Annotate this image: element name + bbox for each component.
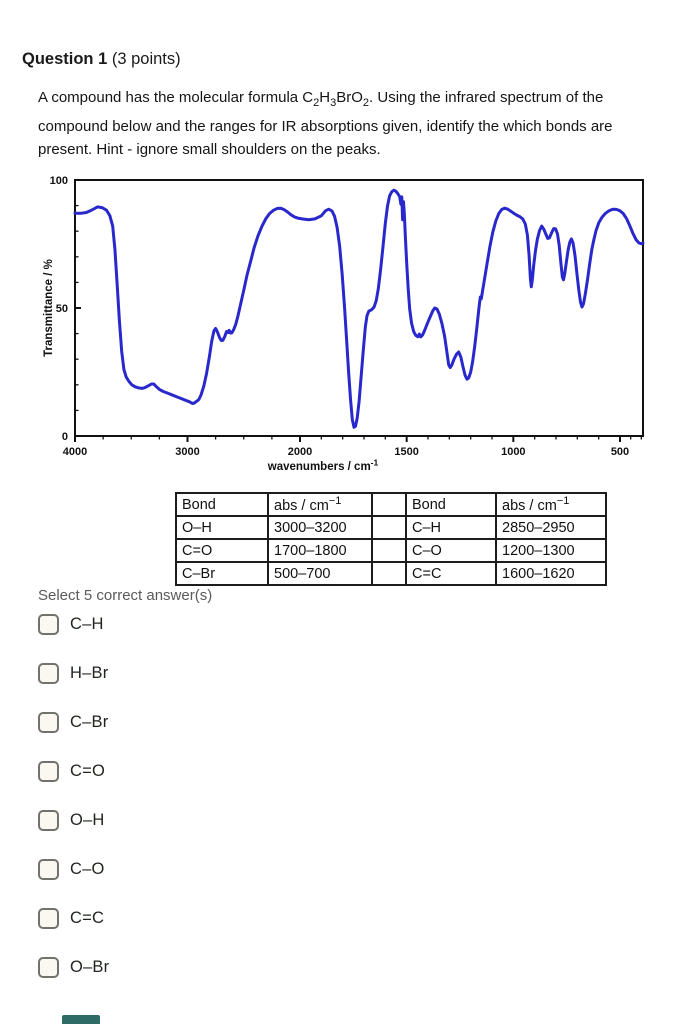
partial-bottom-element[interactable] bbox=[62, 1015, 100, 1024]
option-label: C–H bbox=[70, 614, 104, 633]
answer-option-row[interactable]: C=C bbox=[38, 907, 109, 929]
svg-text:1500: 1500 bbox=[394, 446, 418, 458]
table-cell: C–O bbox=[405, 538, 497, 563]
table-header-cell: abs / cm−1 bbox=[267, 492, 373, 517]
table-cell: C=C bbox=[405, 561, 497, 586]
table-header-cell bbox=[371, 492, 407, 517]
option-checkbox[interactable] bbox=[38, 907, 59, 929]
svg-text:Transmittance / %: Transmittance / % bbox=[43, 259, 55, 357]
table-cell bbox=[371, 538, 407, 563]
svg-text:50: 50 bbox=[56, 303, 68, 315]
option-checkbox[interactable] bbox=[38, 613, 59, 635]
answer-option-row[interactable]: C–O bbox=[38, 858, 109, 880]
table-cell: 3000–3200 bbox=[267, 515, 373, 540]
table-cell: 1700–1800 bbox=[267, 538, 373, 563]
answer-option-row[interactable]: H–Br bbox=[38, 662, 109, 684]
option-label: C–O bbox=[70, 859, 105, 878]
option-checkbox[interactable] bbox=[38, 662, 59, 684]
answer-option-row[interactable]: C=O bbox=[38, 760, 109, 782]
svg-text:wavenumbers / cm-1: wavenumbers / cm-1 bbox=[267, 458, 379, 473]
table-cell: 500–700 bbox=[267, 561, 373, 586]
ir-spectrum-chart: 4000 3000 2000 1500 1000 500 0 50 100 Transmittan… bbox=[43, 175, 645, 473]
answer-option-row[interactable]: C–Br bbox=[38, 711, 109, 733]
question-number: Question 1 bbox=[22, 50, 108, 68]
table-header-cell: Bond bbox=[405, 492, 497, 517]
table-cell: C–H bbox=[405, 515, 497, 540]
absorption-table: Bond abs / cm−1 Bond abs / cm−1 O–H 3000–3200… bbox=[175, 492, 607, 586]
option-label: C–Br bbox=[70, 712, 109, 731]
option-checkbox[interactable] bbox=[38, 809, 59, 831]
svg-text:1000: 1000 bbox=[501, 446, 525, 458]
svg-text:500: 500 bbox=[611, 446, 629, 458]
option-checkbox[interactable] bbox=[38, 858, 59, 880]
options-list: C–H H–Br C–Br C=O O–H C–O C=C O–Br bbox=[38, 613, 109, 1005]
svg-text:4000: 4000 bbox=[63, 446, 87, 458]
svg-text:0: 0 bbox=[62, 431, 68, 443]
table-cell bbox=[371, 515, 407, 540]
option-label: C=C bbox=[70, 908, 105, 927]
option-label: H–Br bbox=[70, 663, 109, 682]
answer-option-row[interactable]: O–H bbox=[38, 809, 109, 831]
answer-option-row[interactable]: C–H bbox=[38, 613, 109, 635]
answer-option-row[interactable]: O–Br bbox=[38, 956, 109, 978]
option-label: O–H bbox=[70, 810, 105, 829]
option-checkbox[interactable] bbox=[38, 956, 59, 978]
question-points: (3 points) bbox=[107, 50, 181, 68]
svg-text:3000: 3000 bbox=[175, 446, 199, 458]
table-cell: 1200–1300 bbox=[495, 538, 607, 563]
svg-text:100: 100 bbox=[50, 175, 68, 187]
option-checkbox[interactable] bbox=[38, 711, 59, 733]
option-label: C=O bbox=[70, 761, 105, 780]
select-prompt: Select 5 correct answer(s) bbox=[38, 587, 213, 604]
svg-text:2000: 2000 bbox=[288, 446, 312, 458]
question-body: A compound has the molecular formula C2H… bbox=[38, 89, 613, 158]
table-cell: C=O bbox=[175, 538, 269, 563]
table-cell: O–H bbox=[175, 515, 269, 540]
question-title: Question 1 (3 points) bbox=[22, 50, 181, 69]
table-cell: 2850–2950 bbox=[495, 515, 607, 540]
table-header-cell: abs / cm−1 bbox=[495, 492, 607, 517]
table-header-cell: Bond bbox=[175, 492, 269, 517]
table-cell bbox=[371, 561, 407, 586]
option-label: O–Br bbox=[70, 957, 110, 976]
table-cell: 1600–1620 bbox=[495, 561, 607, 586]
option-checkbox[interactable] bbox=[38, 760, 59, 782]
table-cell: C–Br bbox=[175, 561, 269, 586]
